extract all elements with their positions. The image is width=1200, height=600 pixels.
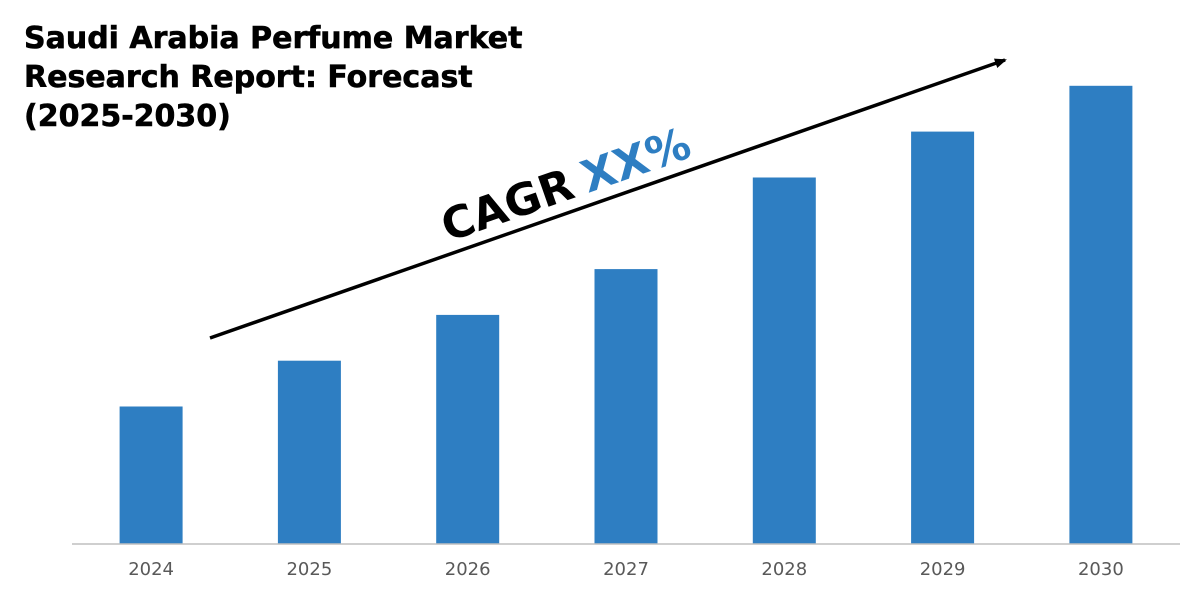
x-tick-label-2025: 2025 [286, 559, 332, 580]
cagr-annotation: CAGRXX% [435, 118, 698, 252]
bar-2028 [752, 177, 816, 544]
x-tick-label-2030: 2030 [1078, 559, 1124, 580]
bar-2024 [119, 406, 183, 544]
cagr-prefix: CAGR [435, 159, 581, 252]
x-tick-label-2028: 2028 [761, 559, 807, 580]
title-line-2: Research Report: Forecast [24, 60, 473, 95]
x-tick-label-2024: 2024 [128, 559, 174, 580]
bar-2026 [436, 314, 500, 544]
bar-2025 [277, 360, 341, 544]
title-line-1: Saudi Arabia Perfume Market [24, 21, 522, 56]
growth-arrow [209, 58, 1007, 340]
bars-group [119, 85, 1133, 545]
x-tick-label-2026: 2026 [445, 559, 491, 580]
chart-title: Saudi Arabia Perfume Market Research Rep… [24, 21, 523, 135]
bar-2027 [594, 269, 658, 544]
x-tick-label-2029: 2029 [920, 559, 966, 580]
bar-2030 [1069, 85, 1133, 545]
x-tick-labels: 2024 2025 2026 2027 2028 2029 2030 [128, 559, 1124, 580]
title-line-3: (2025-2030) [24, 99, 231, 134]
x-tick-label-2027: 2027 [603, 559, 649, 580]
bar-2029 [911, 131, 975, 544]
